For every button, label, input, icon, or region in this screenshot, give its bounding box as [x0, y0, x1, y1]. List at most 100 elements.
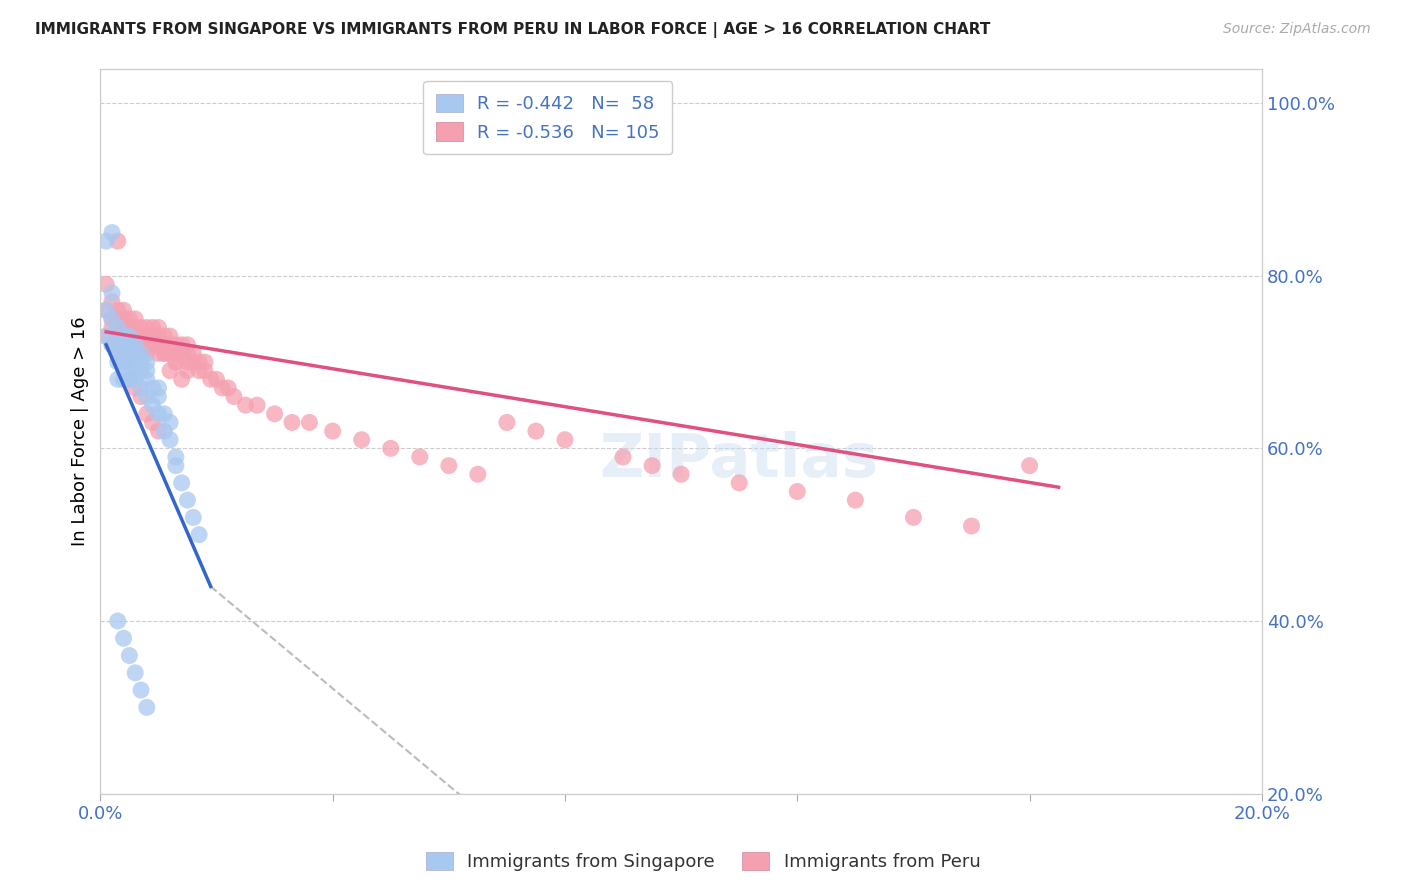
Point	[350, 433, 373, 447]
Point	[124, 665, 146, 680]
Point	[118, 346, 141, 360]
Point	[118, 338, 141, 352]
Point	[170, 475, 193, 490]
Point	[181, 346, 204, 360]
Point	[129, 381, 152, 395]
Point	[135, 320, 157, 334]
Point	[118, 648, 141, 663]
Point	[107, 303, 129, 318]
Point	[124, 346, 146, 360]
Point	[165, 458, 187, 473]
Point	[129, 364, 152, 378]
Point	[118, 338, 141, 352]
Point	[176, 493, 198, 508]
Point	[170, 346, 193, 360]
Point	[235, 398, 257, 412]
Point	[159, 416, 181, 430]
Point	[135, 700, 157, 714]
Point	[118, 372, 141, 386]
Point	[124, 338, 146, 352]
Point	[112, 338, 135, 352]
Point	[148, 338, 170, 352]
Point	[148, 320, 170, 334]
Point	[524, 424, 547, 438]
Point	[118, 338, 141, 352]
Point	[148, 346, 170, 360]
Point	[641, 458, 664, 473]
Point	[101, 226, 124, 240]
Point	[159, 433, 181, 447]
Point	[135, 407, 157, 421]
Point	[107, 329, 129, 343]
Point	[112, 346, 135, 360]
Point	[112, 355, 135, 369]
Point	[786, 484, 808, 499]
Point	[96, 329, 118, 343]
Point	[263, 407, 285, 421]
Point	[142, 329, 165, 343]
Point	[148, 381, 170, 395]
Point	[322, 424, 344, 438]
Point	[200, 372, 222, 386]
Point	[170, 338, 193, 352]
Point	[101, 285, 124, 300]
Point	[124, 311, 146, 326]
Point	[153, 407, 176, 421]
Point	[176, 338, 198, 352]
Point	[211, 381, 233, 395]
Point	[188, 355, 211, 369]
Point	[101, 338, 124, 352]
Point	[153, 346, 176, 360]
Point	[112, 364, 135, 378]
Point	[153, 338, 176, 352]
Point	[96, 277, 118, 292]
Point	[129, 355, 152, 369]
Point	[409, 450, 432, 464]
Point	[118, 364, 141, 378]
Point	[129, 683, 152, 698]
Point	[135, 390, 157, 404]
Point	[165, 355, 187, 369]
Point	[159, 329, 181, 343]
Point	[165, 346, 187, 360]
Point	[124, 355, 146, 369]
Point	[112, 329, 135, 343]
Point	[112, 320, 135, 334]
Point	[112, 329, 135, 343]
Point	[118, 311, 141, 326]
Point	[135, 355, 157, 369]
Legend: R = -0.442   N=  58, R = -0.536   N= 105: R = -0.442 N= 58, R = -0.536 N= 105	[423, 81, 672, 154]
Point	[728, 475, 751, 490]
Point	[159, 338, 181, 352]
Point	[107, 614, 129, 628]
Point	[96, 234, 118, 248]
Point	[380, 442, 402, 456]
Point	[101, 320, 124, 334]
Point	[107, 338, 129, 352]
Point	[903, 510, 925, 524]
Point	[612, 450, 634, 464]
Point	[669, 467, 692, 482]
Point	[118, 329, 141, 343]
Point	[165, 450, 187, 464]
Point	[467, 467, 489, 482]
Point	[129, 320, 152, 334]
Point	[165, 338, 187, 352]
Point	[107, 346, 129, 360]
Point	[217, 381, 239, 395]
Point	[1018, 458, 1040, 473]
Point	[298, 416, 321, 430]
Point	[176, 364, 198, 378]
Point	[107, 372, 129, 386]
Point	[101, 338, 124, 352]
Point	[148, 407, 170, 421]
Point	[118, 329, 141, 343]
Point	[142, 338, 165, 352]
Point	[176, 346, 198, 360]
Point	[135, 364, 157, 378]
Point	[124, 372, 146, 386]
Point	[153, 424, 176, 438]
Point	[159, 346, 181, 360]
Point	[112, 355, 135, 369]
Point	[96, 303, 118, 318]
